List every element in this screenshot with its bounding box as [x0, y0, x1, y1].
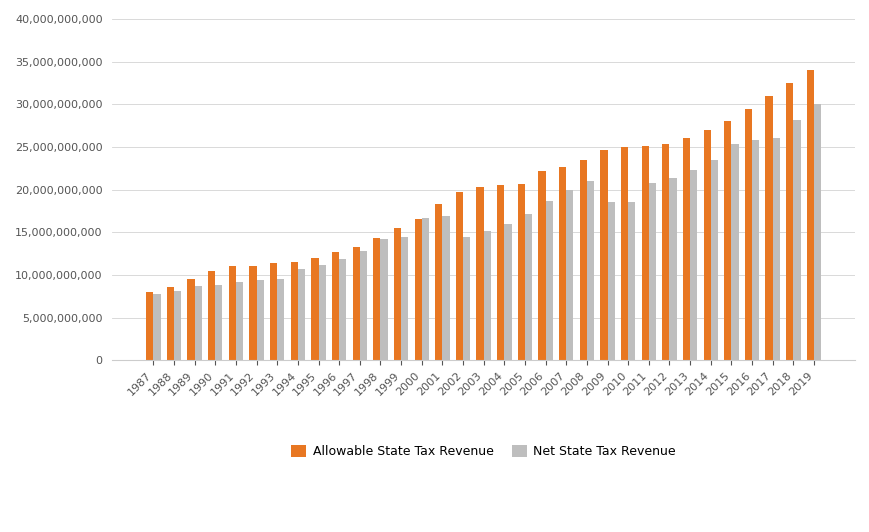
Bar — [249, 265, 256, 360]
Bar — [627, 202, 634, 360]
Bar — [235, 282, 242, 360]
Bar — [744, 109, 751, 360]
Bar — [297, 269, 305, 360]
Bar — [504, 224, 511, 360]
Bar — [793, 120, 799, 360]
Bar — [559, 167, 566, 360]
Bar — [524, 213, 532, 360]
Bar — [394, 228, 401, 360]
Bar — [434, 204, 441, 360]
Bar — [765, 96, 772, 360]
Bar — [332, 252, 339, 360]
Bar — [441, 216, 449, 360]
Bar — [538, 171, 545, 360]
Bar — [587, 181, 594, 360]
Bar — [277, 279, 284, 360]
Bar — [751, 140, 759, 360]
Bar — [290, 262, 297, 360]
Legend: Allowable State Tax Revenue, Net State Tax Revenue: Allowable State Tax Revenue, Net State T… — [286, 440, 680, 463]
Bar — [669, 178, 676, 360]
Bar — [648, 183, 655, 360]
Bar — [813, 104, 820, 360]
Bar — [318, 265, 325, 360]
Bar — [269, 263, 277, 360]
Bar — [153, 294, 161, 360]
Bar — [187, 279, 195, 360]
Bar — [483, 230, 490, 360]
Bar — [545, 201, 552, 360]
Bar — [731, 144, 738, 360]
Bar — [703, 130, 710, 360]
Bar — [689, 170, 697, 360]
Bar — [476, 187, 483, 360]
Bar — [640, 146, 648, 360]
Bar — [806, 70, 813, 360]
Bar — [661, 144, 669, 360]
Bar — [146, 292, 153, 360]
Bar — [215, 285, 222, 360]
Bar — [195, 286, 202, 360]
Bar — [579, 160, 587, 360]
Bar — [380, 239, 388, 360]
Bar — [600, 151, 607, 360]
Bar — [455, 192, 462, 360]
Bar — [352, 247, 360, 360]
Bar — [229, 267, 235, 360]
Bar — [256, 280, 263, 360]
Bar — [174, 291, 181, 360]
Bar — [772, 138, 779, 360]
Bar — [311, 258, 318, 360]
Bar — [208, 271, 215, 360]
Bar — [462, 237, 470, 360]
Bar — [401, 237, 408, 360]
Bar — [786, 83, 793, 360]
Bar — [682, 138, 689, 360]
Bar — [620, 147, 627, 360]
Bar — [496, 185, 504, 360]
Bar — [566, 190, 573, 360]
Bar — [373, 238, 380, 360]
Bar — [517, 184, 524, 360]
Bar — [710, 160, 717, 360]
Bar — [723, 121, 731, 360]
Bar — [421, 218, 428, 360]
Bar — [607, 202, 614, 360]
Bar — [167, 287, 174, 360]
Bar — [360, 251, 367, 360]
Bar — [339, 259, 346, 360]
Bar — [414, 219, 421, 360]
